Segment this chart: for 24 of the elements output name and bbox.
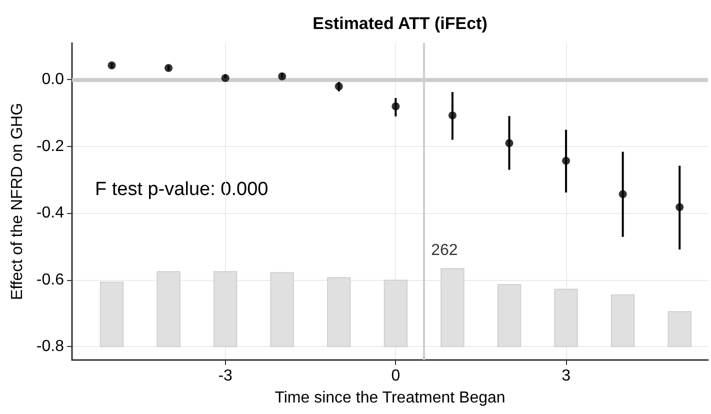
x-tick-label: 0 bbox=[391, 368, 400, 384]
x-tick-label: 3 bbox=[562, 368, 571, 384]
point bbox=[278, 72, 286, 80]
y-tick-label: 0.0 bbox=[42, 71, 64, 88]
y-tick-label: -0.2 bbox=[36, 138, 64, 155]
point bbox=[505, 139, 514, 148]
annotation: 262 bbox=[431, 242, 458, 260]
point bbox=[618, 190, 627, 198]
y-axis-title: Effect of the NFRD on GHG bbox=[9, 102, 26, 300]
point bbox=[562, 156, 570, 165]
point bbox=[448, 111, 456, 120]
x-tick-label: -3 bbox=[218, 368, 233, 384]
point bbox=[221, 74, 230, 82]
point bbox=[108, 61, 116, 70]
y-tick-label: -0.4 bbox=[36, 204, 64, 222]
x-axis-title: Time since the Treatment Began bbox=[274, 390, 506, 406]
annotation: F test p-value: 0.000 bbox=[95, 179, 268, 200]
chart-title: Estimated ATT (iFEct) bbox=[312, 14, 488, 33]
y-tick-label: -0.8 bbox=[36, 338, 64, 356]
y-tick-label: -0.6 bbox=[36, 271, 64, 288]
point bbox=[164, 64, 173, 72]
point bbox=[676, 203, 684, 212]
point bbox=[334, 82, 343, 90]
point bbox=[392, 102, 400, 110]
